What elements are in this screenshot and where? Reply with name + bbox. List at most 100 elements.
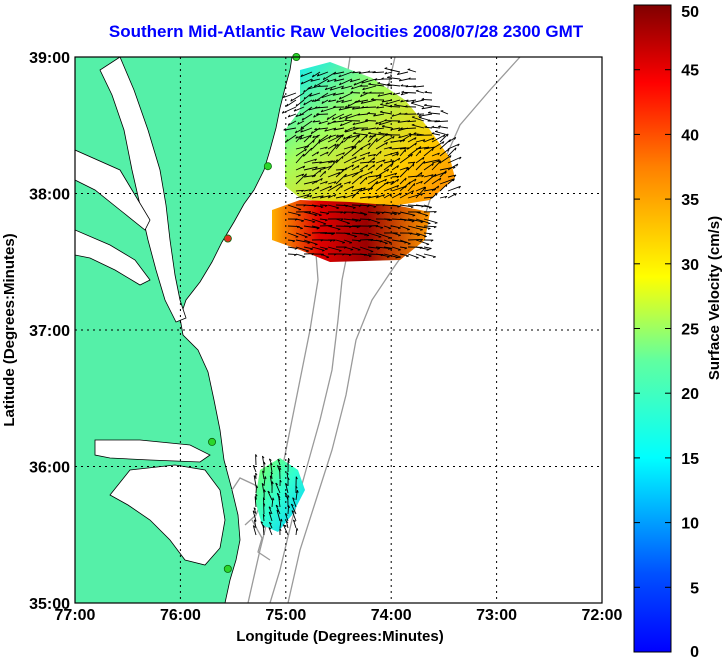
velocity-patch-south [255,458,305,532]
arrow-head [332,160,336,164]
velocity-arrow [295,253,306,258]
velocity-arrow [279,518,282,529]
velocity-arrow [407,232,420,236]
arrow-head [351,185,354,189]
arrow-head [396,185,400,188]
velocity-arrow [377,82,393,87]
arrow-head [427,119,431,122]
velocity-arrow [375,141,388,150]
arrow-head [342,137,346,140]
velocity-arrow [375,163,383,171]
velocity-arrow [447,178,455,185]
arrow-head [309,195,313,198]
velocity-arrow [407,120,417,123]
velocity-arrow [391,165,399,171]
arrow-head [335,134,339,137]
arrow-head [324,170,326,174]
velocity-arrow [447,143,460,150]
velocity-arrow [319,232,334,235]
velocity-arrow [423,253,436,258]
arrow-head [263,489,266,493]
colorbar-label: Surface Velocity (cm/s) [706,216,723,380]
velocity-arrow [399,190,414,199]
arrow-head [400,92,404,96]
velocity-arrow [410,102,425,108]
arrow-head [338,116,342,120]
colorbar-tick: 5 [690,580,699,597]
arrow-head [358,71,362,74]
plot-frame [74,56,603,604]
velocity-arrow [399,239,411,245]
velocity-arrow [381,99,393,103]
velocity-arrow [447,137,456,143]
velocity-arrow [327,182,342,192]
velocity-arrow [339,78,353,86]
arrow-head [333,127,337,131]
arrow-head [262,470,265,474]
arrow-head [293,108,297,112]
arrow-head [314,158,317,162]
arrow-head [338,74,341,78]
velocity-arrow [375,159,386,164]
velocity-arrow [332,120,345,123]
arrow-head [350,249,354,251]
arrow-head [344,129,348,133]
arrow-head [381,212,385,214]
velocity-arrow [343,204,356,209]
arrow-head [402,139,406,142]
velocity-arrow [327,159,338,171]
arrow-head [312,221,316,223]
velocity-arrow [359,161,376,164]
arrow-head [423,161,426,164]
velocity-arrow [290,92,305,102]
velocity-arrow [303,180,318,185]
velocity-arrow [359,134,368,143]
arrow-head [305,173,307,177]
arrow-head [287,114,291,118]
arrow-head [282,95,286,98]
velocity-arrow [383,246,393,249]
arrow-head [376,138,378,141]
map-title: Southern Mid-Atlantic Raw Velocities 200… [108,22,584,41]
velocity-arrow [311,151,319,157]
velocity-arrow [268,511,273,522]
arrow-head [284,492,288,495]
velocity-arrow [295,528,298,536]
arrow-head [439,177,442,181]
velocity-arrow [399,153,413,164]
velocity-arrow [398,134,409,139]
arrow-head [331,117,335,120]
arrow-head [328,99,331,103]
arrow-head [352,122,356,125]
velocity-arrow [367,204,377,208]
velocity-arrow [319,246,328,250]
arrow-head [424,103,427,106]
velocity-arrow [344,119,361,122]
colorbar-tick: 35 [681,192,699,209]
arrow-head [301,134,303,138]
arrow-head [429,233,432,236]
velocity-arrow [375,194,385,199]
arrow-head [286,103,289,107]
arrow-head [260,521,264,524]
arrow-head [316,112,319,115]
velocity-arrow [317,71,329,77]
velocity-arrow [424,104,441,108]
arrow-head [296,527,299,531]
velocity-arrow [287,505,290,515]
velocity-arrow [268,522,273,529]
velocity-arrow [303,195,312,199]
velocity-arrow [327,134,343,143]
arrow-head [449,139,451,143]
arrow-head [373,164,376,168]
arrow-head [302,165,306,169]
velocity-arrow [423,232,432,235]
velocity-arrow [343,156,357,164]
arrow-head [373,157,376,161]
velocity-arrow [338,71,353,78]
velocity-arrow [351,239,361,242]
velocity-arrow [384,67,401,73]
velocity-arrow [285,520,289,529]
arrow-head [352,126,356,129]
velocity-arrow [411,124,425,129]
